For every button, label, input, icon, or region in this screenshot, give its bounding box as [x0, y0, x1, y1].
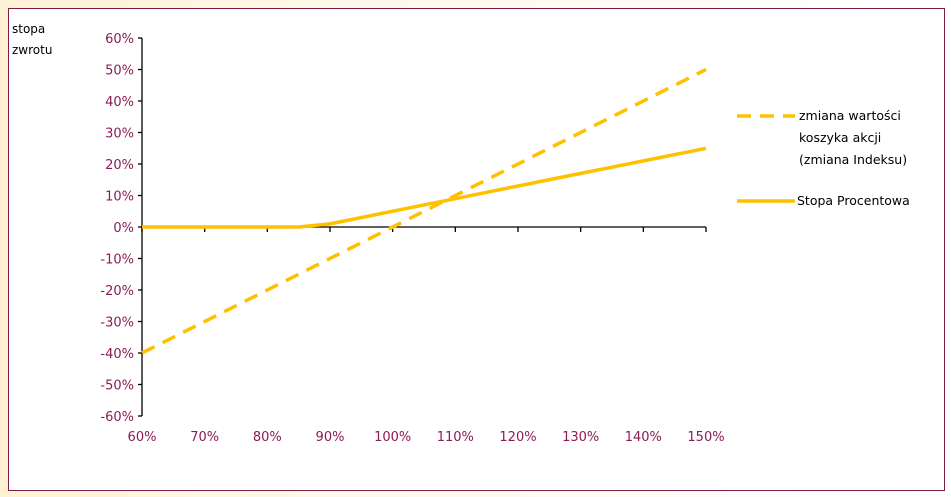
- y-axis-label: stopa zwrotu: [12, 22, 52, 57]
- legend-label: zmiana wartości: [799, 108, 901, 123]
- y-axis-label-line: stopa: [12, 22, 45, 36]
- x-tick-label: 110%: [437, 430, 474, 445]
- series-line-index-change: [141, 67, 707, 355]
- x-tick-label: 120%: [499, 430, 536, 445]
- x-tick-label: 100%: [374, 430, 411, 445]
- series-lines: [141, 67, 707, 355]
- y-tick-label: -40%: [100, 347, 134, 362]
- y-tick-label: 0%: [113, 221, 134, 236]
- y-axis-label-line: zwrotu: [12, 43, 52, 57]
- y-tick-label: 10%: [105, 190, 134, 205]
- y-tick-label: -50%: [100, 379, 134, 394]
- x-tick-label: 80%: [253, 430, 282, 445]
- y-tick-label: 60%: [105, 32, 134, 47]
- legend: zmiana wartości koszyka akcji (zmiana Inde…: [737, 108, 910, 208]
- y-tick-label: -30%: [100, 316, 134, 331]
- y-tick-label: 50%: [105, 64, 134, 79]
- legend-label: koszyka akcji: [799, 130, 881, 145]
- series-line-interest-rate: [142, 146, 707, 229]
- y-tick-label: -60%: [100, 410, 134, 425]
- x-tick-label: 70%: [190, 430, 219, 445]
- y-tick-label: 30%: [105, 127, 134, 142]
- y-axis: 60% 50% 40% 30% 20% 10% 0% -10% -20% -30% -40% -50%…: [100, 32, 143, 425]
- line-chart: stopa zwrotu 60% 50% 40% 30% 20% 10% 0% -10% -20%…: [12, 22, 910, 445]
- y-tick-label: 20%: [105, 158, 134, 173]
- y-tick-label: 40%: [105, 95, 134, 110]
- x-tick-label: 150%: [687, 430, 724, 445]
- x-tick-label: 90%: [316, 430, 345, 445]
- x-tick-label: 130%: [562, 430, 599, 445]
- x-axis: 60% 70% 80% 90% 100% 110% 120% 130% 140% 150%: [128, 226, 725, 445]
- y-tick-label: -10%: [100, 253, 134, 268]
- chart-area: stopa zwrotu 60% 50% 40% 30% 20% 10% 0% -10% -20%…: [8, 8, 945, 491]
- x-tick-label: 140%: [625, 430, 662, 445]
- y-tick-label: -20%: [100, 284, 134, 299]
- x-tick-label: 60%: [128, 430, 157, 445]
- legend-label: Stopa Procentowa: [797, 193, 910, 208]
- legend-label: (zmiana Indeksu): [799, 152, 907, 167]
